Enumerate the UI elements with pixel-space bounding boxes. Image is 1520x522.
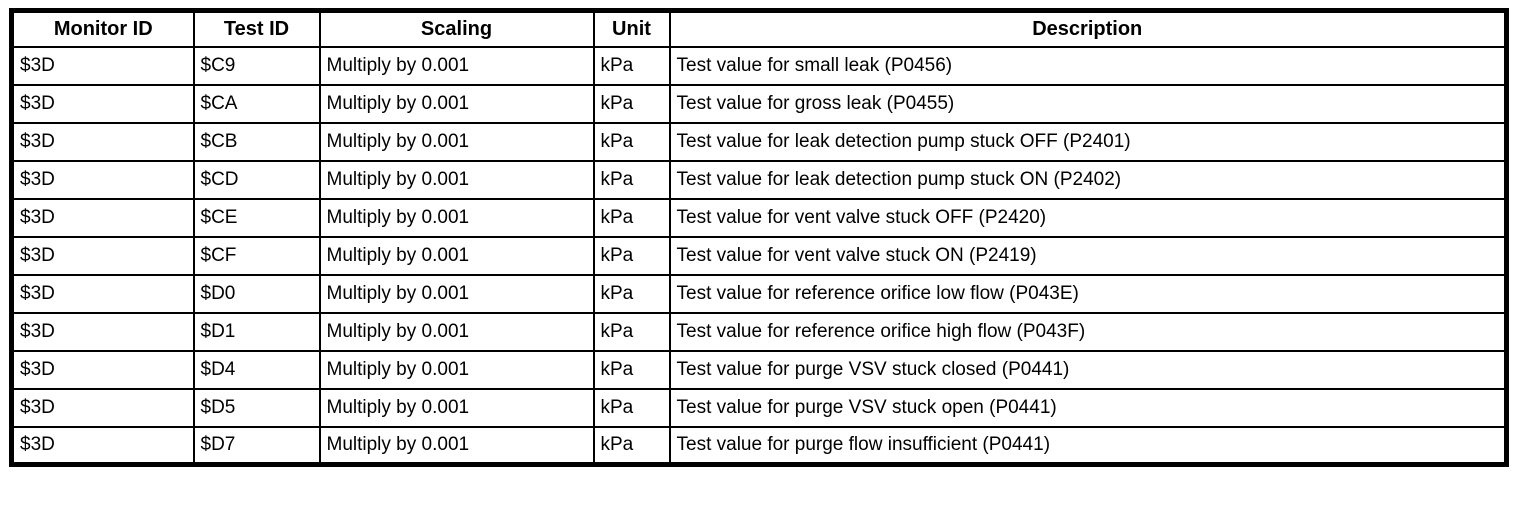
table-body: $3D $C9 Multiply by 0.001 kPa Test value… [10,45,1508,466]
cell-test-id: $CD [192,159,321,200]
cell-monitor-id: $3D [10,425,195,466]
cell-scaling: Multiply by 0.001 [318,45,595,86]
cell-description: Test value for purge VSV stuck open (P04… [668,387,1508,428]
cell-monitor-id: $3D [10,83,195,124]
cell-scaling: Multiply by 0.001 [318,273,595,314]
cell-unit: kPa [592,197,671,238]
cell-description: Test value for small leak (P0456) [668,45,1508,86]
cell-test-id: $D0 [192,273,321,314]
cell-description: Test value for reference orifice low flo… [668,273,1508,314]
cell-description: Test value for purge VSV stuck closed (P… [668,349,1508,390]
monitor-test-table: Monitor ID Test ID Scaling Unit Descript… [9,8,1509,467]
cell-monitor-id: $3D [10,311,195,352]
cell-scaling: Multiply by 0.001 [318,197,595,238]
cell-unit: kPa [592,349,671,390]
cell-test-id: $D4 [192,349,321,390]
cell-monitor-id: $3D [10,121,195,162]
header-scaling: Scaling [318,9,595,48]
cell-test-id: $CE [192,197,321,238]
table-row: $3D $CA Multiply by 0.001 kPa Test value… [10,83,1508,124]
table-header-row: Monitor ID Test ID Scaling Unit Descript… [10,9,1508,48]
cell-unit: kPa [592,273,671,314]
table-row: $3D $CF Multiply by 0.001 kPa Test value… [10,235,1508,276]
cell-unit: kPa [592,235,671,276]
table-row: $3D $CB Multiply by 0.001 kPa Test value… [10,121,1508,162]
header-monitor-id: Monitor ID [10,9,195,48]
document-page: Monitor ID Test ID Scaling Unit Descript… [9,8,1509,467]
cell-monitor-id: $3D [10,235,195,276]
table-row: $3D $D1 Multiply by 0.001 kPa Test value… [10,311,1508,352]
cell-monitor-id: $3D [10,159,195,200]
cell-test-id: $C9 [192,45,321,86]
cell-unit: kPa [592,45,671,86]
cell-scaling: Multiply by 0.001 [318,311,595,352]
cell-description: Test value for leak detection pump stuck… [668,159,1508,200]
cell-test-id: $D7 [192,425,321,466]
cell-scaling: Multiply by 0.001 [318,83,595,124]
cell-test-id: $D1 [192,311,321,352]
cell-unit: kPa [592,159,671,200]
cell-unit: kPa [592,83,671,124]
cell-monitor-id: $3D [10,387,195,428]
cell-description: Test value for purge flow insufficient (… [668,425,1508,466]
table-row: $3D $C9 Multiply by 0.001 kPa Test value… [10,45,1508,86]
cell-monitor-id: $3D [10,349,195,390]
table-row: $3D $CE Multiply by 0.001 kPa Test value… [10,197,1508,238]
table-row: $3D $D0 Multiply by 0.001 kPa Test value… [10,273,1508,314]
cell-unit: kPa [592,121,671,162]
cell-description: Test value for vent valve stuck OFF (P24… [668,197,1508,238]
cell-scaling: Multiply by 0.001 [318,159,595,200]
header-unit: Unit [592,9,671,48]
table-row: $3D $CD Multiply by 0.001 kPa Test value… [10,159,1508,200]
cell-test-id: $CF [192,235,321,276]
cell-scaling: Multiply by 0.001 [318,349,595,390]
table-row: $3D $D5 Multiply by 0.001 kPa Test value… [10,387,1508,428]
cell-test-id: $CA [192,83,321,124]
cell-description: Test value for vent valve stuck ON (P241… [668,235,1508,276]
table-row: $3D $D7 Multiply by 0.001 kPa Test value… [10,425,1508,466]
cell-unit: kPa [592,387,671,428]
cell-monitor-id: $3D [10,45,195,86]
cell-test-id: $D5 [192,387,321,428]
cell-unit: kPa [592,425,671,466]
cell-unit: kPa [592,311,671,352]
header-description: Description [668,9,1508,48]
cell-test-id: $CB [192,121,321,162]
cell-scaling: Multiply by 0.001 [318,121,595,162]
cell-scaling: Multiply by 0.001 [318,235,595,276]
table-row: $3D $D4 Multiply by 0.001 kPa Test value… [10,349,1508,390]
header-test-id: Test ID [192,9,321,48]
cell-scaling: Multiply by 0.001 [318,387,595,428]
cell-monitor-id: $3D [10,197,195,238]
cell-description: Test value for reference orifice high fl… [668,311,1508,352]
cell-monitor-id: $3D [10,273,195,314]
cell-description: Test value for leak detection pump stuck… [668,121,1508,162]
cell-description: Test value for gross leak (P0455) [668,83,1508,124]
cell-scaling: Multiply by 0.001 [318,425,595,466]
